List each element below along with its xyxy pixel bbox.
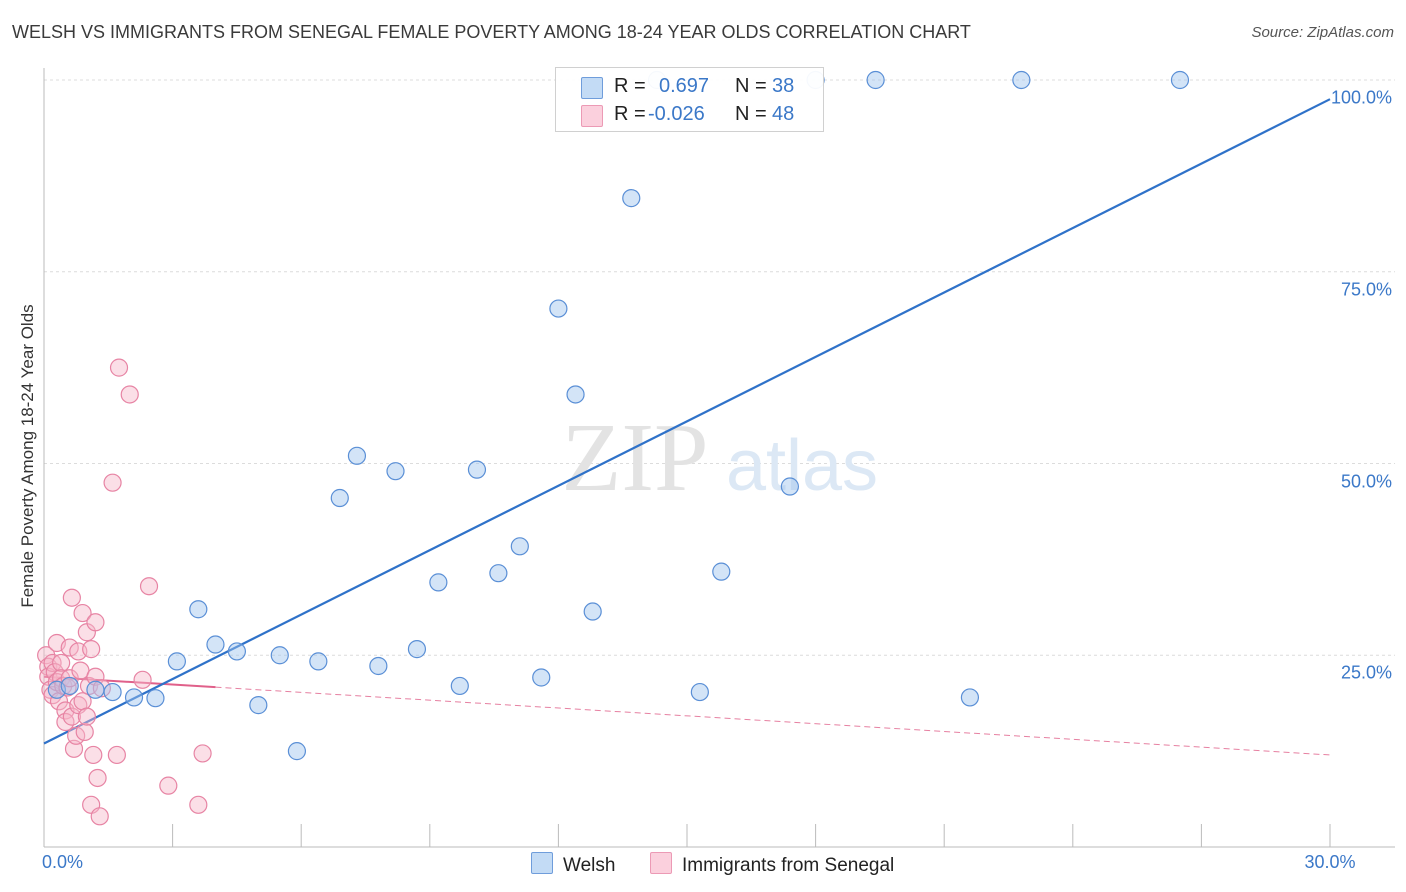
welsh-point	[287, 742, 307, 761]
welsh-point	[369, 656, 388, 676]
legend-r-label: R =	[614, 103, 646, 125]
welsh-point	[866, 70, 885, 90]
senegal-point	[107, 745, 126, 765]
welsh-point	[489, 564, 508, 583]
senegal-swatch	[581, 105, 603, 127]
senegal-point	[84, 745, 103, 765]
senegal-point	[103, 473, 122, 492]
welsh-point	[690, 682, 709, 702]
welsh-point	[124, 688, 144, 707]
senegal-point	[77, 707, 96, 726]
senegal-point	[86, 613, 105, 632]
welsh-point	[249, 696, 268, 715]
senegal-point	[67, 726, 86, 745]
y-tick-label: 75.0%	[1340, 279, 1392, 300]
welsh-point	[206, 635, 225, 654]
welsh-point	[146, 689, 165, 708]
bottom-legend-welsh: Welsh	[531, 852, 615, 876]
senegal-point	[109, 358, 129, 377]
senegal-point	[60, 638, 79, 657]
y-tick-label: 100.0%	[1330, 87, 1392, 108]
welsh-n-value: 38	[772, 75, 795, 97]
axes	[43, 68, 1395, 848]
welsh-point	[960, 688, 980, 707]
x-tick-label: 30.0%	[1304, 852, 1356, 872]
senegal-r-value: -0.026	[648, 103, 705, 125]
welsh-point	[386, 462, 405, 481]
welsh-point	[407, 640, 427, 659]
welsh-trend-line	[43, 98, 1331, 745]
senegal-point	[159, 776, 178, 795]
senegal-legend-label: Immigrants from Senegal	[682, 855, 895, 876]
senegal-point	[62, 588, 81, 607]
senegal-point	[189, 795, 208, 814]
legend-n-label: N =	[735, 75, 767, 97]
legend-n-label: N =	[735, 103, 767, 125]
welsh-point	[429, 573, 448, 592]
welsh-point	[347, 446, 367, 465]
chart-title: WELSH VS IMMIGRANTS FROM SENEGAL FEMALE …	[12, 22, 971, 42]
welsh-point	[167, 652, 186, 671]
senegal-n-value: 48	[772, 103, 795, 125]
correlation-legend: R = 0.697 N = 38 R = -0.026 N = 48	[555, 67, 824, 132]
welsh-point	[86, 680, 105, 699]
welsh-point	[1170, 70, 1190, 90]
welsh-point	[583, 602, 602, 621]
watermark-zip: ZIP	[562, 404, 709, 512]
senegal-point	[52, 653, 71, 673]
welsh-point	[227, 642, 246, 661]
welsh-point	[450, 676, 469, 696]
welsh-point	[189, 600, 208, 619]
watermark-atlas: atlas	[726, 426, 878, 506]
x-tick-label: 0.0%	[42, 852, 84, 872]
welsh-legend-swatch	[531, 852, 553, 874]
senegal-point	[193, 744, 212, 763]
senegal-point	[139, 577, 159, 596]
welsh-point	[60, 676, 79, 696]
y-tick-label: 25.0%	[1340, 662, 1392, 683]
senegal-point	[120, 385, 139, 404]
welsh-point	[622, 189, 641, 208]
senegal-point	[133, 670, 152, 689]
welsh-point	[330, 488, 349, 508]
senegal-point	[82, 640, 101, 659]
welsh-swatch	[581, 77, 603, 99]
y-tick-label: 50.0%	[1340, 471, 1392, 491]
senegal-point	[88, 768, 107, 788]
welsh-r-value: 0.697	[659, 75, 710, 97]
welsh-point	[103, 682, 122, 702]
senegal-point	[75, 722, 94, 742]
legend-r-label: R =	[614, 75, 646, 97]
senegal-legend-swatch	[650, 852, 672, 874]
welsh-point	[309, 652, 328, 671]
data-points	[37, 70, 1190, 826]
senegal-point	[62, 707, 81, 726]
senegal-point	[86, 667, 105, 686]
welsh-point	[780, 477, 799, 496]
senegal-point	[90, 807, 109, 826]
welsh-legend-label: Welsh	[563, 855, 616, 876]
welsh-point	[467, 460, 487, 479]
senegal-point	[73, 603, 92, 623]
welsh-point	[270, 646, 289, 665]
source-label: Source: ZipAtlas.com	[1251, 24, 1394, 41]
bottom-legend-senegal: Immigrants from Senegal	[650, 852, 894, 876]
senegal-point	[92, 679, 111, 698]
welsh-point	[549, 299, 568, 318]
senegal-points	[37, 358, 212, 826]
welsh-point	[510, 537, 529, 556]
welsh-point	[566, 385, 585, 404]
welsh-point	[712, 562, 731, 581]
senegal-trend-dashed	[215, 686, 1331, 756]
welsh-point	[532, 668, 551, 687]
welsh-point	[1012, 70, 1031, 90]
